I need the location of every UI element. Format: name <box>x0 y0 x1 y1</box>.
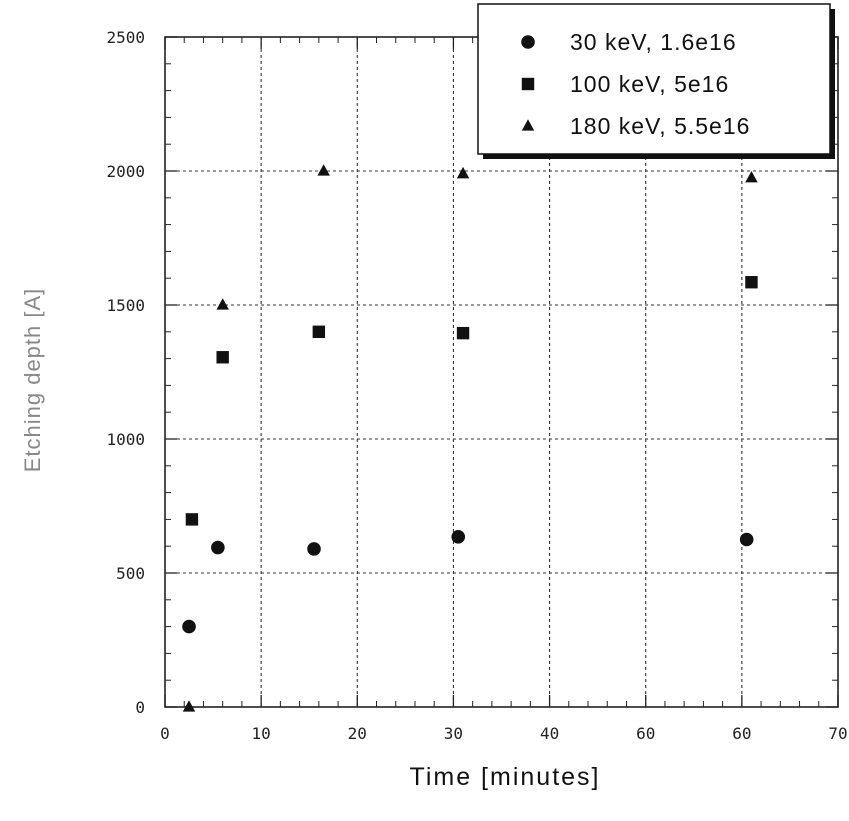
data-point-triangle <box>745 170 758 183</box>
data-points <box>182 164 758 712</box>
data-point-circle <box>211 540 225 555</box>
x-tick-label: 10 <box>252 724 271 743</box>
x-tick-label: 30 <box>444 724 463 743</box>
legend-label: 30 keV, 1.6e16 <box>570 29 737 55</box>
legend-label: 180 keV, 5.5e16 <box>570 113 750 139</box>
data-point-square <box>185 513 199 526</box>
legend: 30 keV, 1.6e16 100 keV, 5e16 180 keV, 5.5e… <box>477 3 835 159</box>
data-point-circle <box>739 532 754 547</box>
y-tick-label: 1500 <box>106 296 145 315</box>
data-point-square <box>745 276 758 289</box>
y-tick-label: 1000 <box>106 430 145 449</box>
y-axis-title: Etching depth [A] <box>20 288 45 473</box>
y-tick-label: 2000 <box>106 162 145 181</box>
x-tick-label: 0 <box>160 724 170 743</box>
legend-box <box>477 3 831 155</box>
data-point-triangle <box>317 164 330 176</box>
x-tick-label: 60 <box>732 724 751 743</box>
y-tick-label: 2500 <box>106 28 145 47</box>
y-tick-label: 500 <box>116 564 145 583</box>
data-point-triangle <box>182 700 196 712</box>
axis-ticks <box>164 36 839 708</box>
x-tick-label: 70 <box>828 724 847 743</box>
x-axis-title: Time [minutes] <box>409 763 600 791</box>
data-point-square <box>456 326 470 340</box>
data-point-circle <box>451 530 466 544</box>
x-tick-label: 60 <box>636 724 655 743</box>
data-point-square <box>312 325 326 338</box>
legend-marker-circle <box>521 35 535 49</box>
tick-labels: 0 10 20 30 40 60 60 70 0 500 1000 1500 2000 2500 <box>106 28 847 743</box>
data-point-square <box>216 351 229 364</box>
legend-marker-square <box>521 77 535 91</box>
x-tick-label: 20 <box>348 724 367 743</box>
legend-marker-triangle <box>521 119 535 131</box>
data-point-triangle <box>216 298 229 310</box>
data-point-circle <box>182 619 196 634</box>
y-tick-label: 0 <box>135 698 145 717</box>
legend-label: 100 keV, 5e16 <box>570 71 729 97</box>
data-point-triangle <box>456 166 470 179</box>
data-point-circle <box>307 542 321 556</box>
x-tick-label: 40 <box>540 724 559 743</box>
